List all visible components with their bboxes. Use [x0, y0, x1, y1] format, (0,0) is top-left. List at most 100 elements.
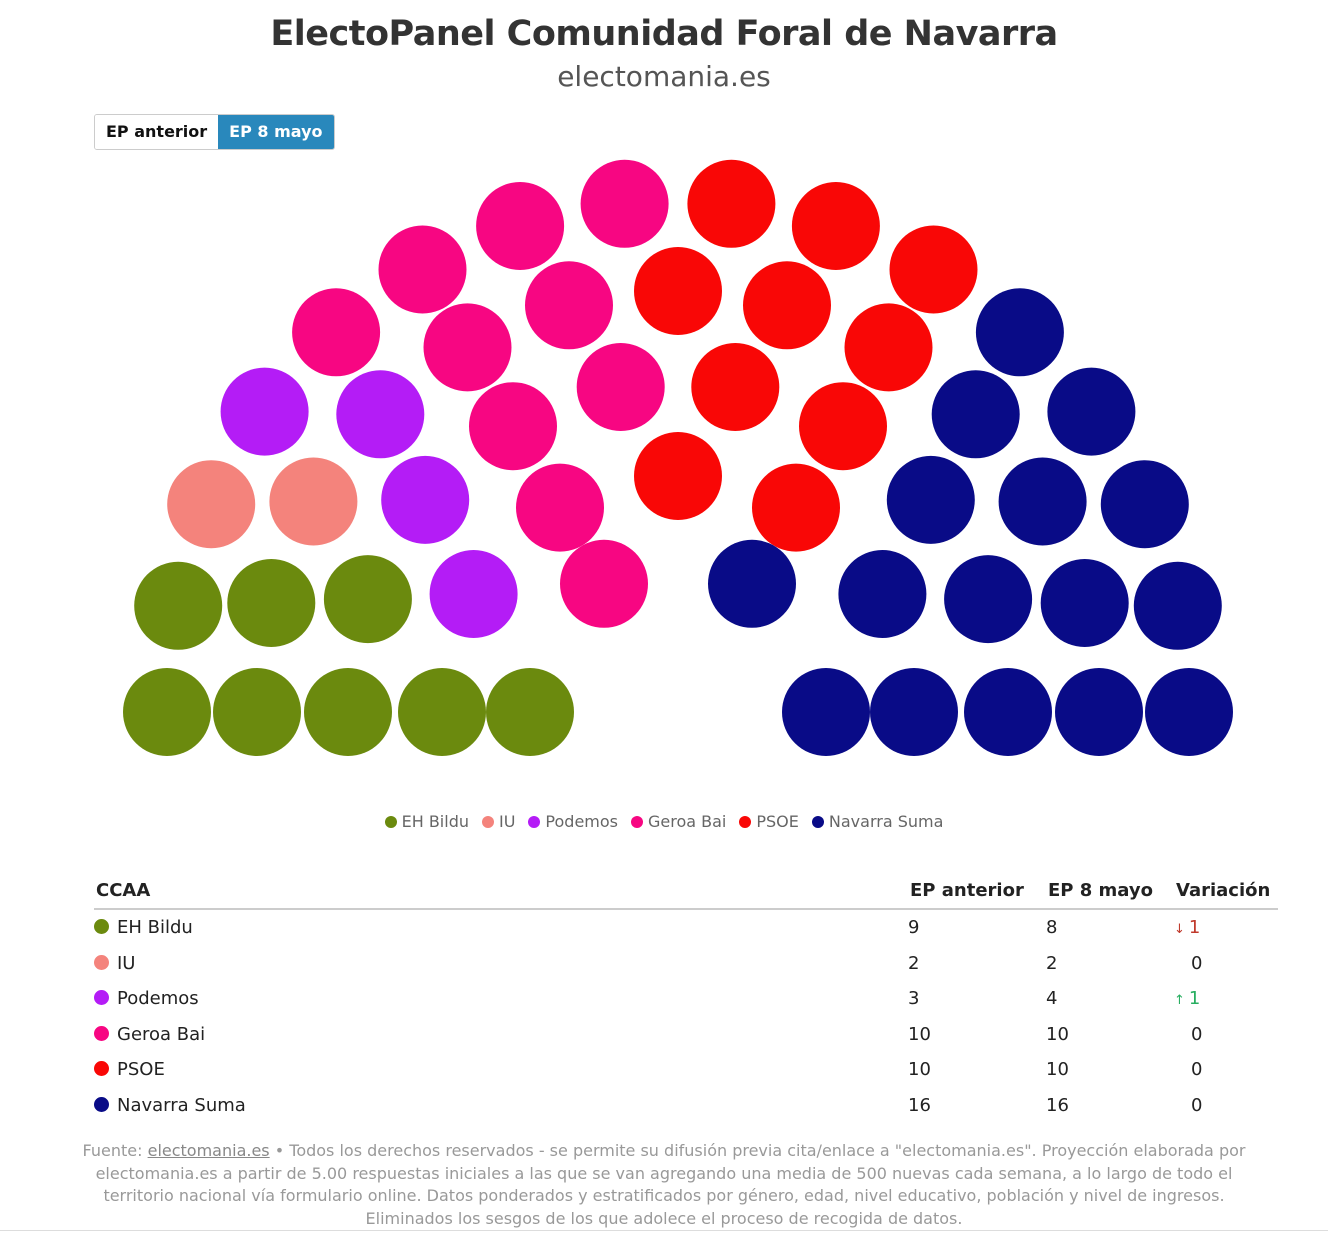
seat-variation: ↑ 1 [1174, 981, 1278, 1017]
seat-circle[interactable] [931, 370, 1020, 459]
seat-circle[interactable] [213, 668, 301, 756]
seat-circle[interactable] [964, 668, 1052, 756]
dataset-toggle[interactable]: EP anterior EP 8 mayo [94, 114, 335, 150]
seat-variation: 0 [1174, 1088, 1278, 1124]
legend-item[interactable]: IU [481, 812, 515, 831]
table-row: Navarra Suma 16 16 0 [94, 1088, 1278, 1124]
seat-variation: 0 [1174, 1052, 1278, 1088]
bottom-divider [0, 1230, 1328, 1231]
seat-circle[interactable] [381, 455, 470, 544]
chart-legend: EH Bildu IU Podemos Geroa Bai PSOE Navarra Su… [0, 812, 1328, 831]
seat-circle[interactable] [870, 668, 958, 756]
seat-circle[interactable] [791, 182, 880, 270]
prev-seats: 2 [908, 952, 920, 974]
curr-seats: 10 [1046, 1023, 1069, 1045]
toggle-ep-anterior[interactable]: EP anterior [95, 115, 219, 149]
legend-marker-icon [739, 815, 752, 828]
seat-circle[interactable] [889, 225, 978, 314]
legend-marker-icon [481, 815, 494, 828]
seat-circle[interactable] [227, 559, 316, 647]
seat-circle[interactable] [691, 343, 780, 431]
variation-value: 0 [1191, 1059, 1203, 1081]
seat-circle[interactable] [398, 668, 486, 756]
prev-seats: 10 [908, 1059, 931, 1081]
header-prev: EP anterior [908, 878, 1046, 910]
seat-circle[interactable] [580, 159, 669, 248]
seat-circle[interactable] [269, 457, 358, 546]
seat-variation: ↓ 1 [1174, 909, 1278, 946]
table-row: PSOE 10 10 0 [94, 1052, 1278, 1088]
seat-circle[interactable] [516, 463, 604, 552]
seat-circle[interactable] [1145, 668, 1233, 756]
legend-item[interactable]: Navarra Suma [811, 812, 943, 831]
footer-source-label: Fuente: [82, 1141, 143, 1160]
parliament-chart [123, 159, 1233, 756]
seat-circle[interactable] [134, 561, 223, 650]
legend-marker-icon [811, 815, 824, 828]
legend-label: Geroa Bai [648, 812, 727, 831]
party-cell: EH Bildu [94, 909, 908, 946]
seat-circle[interactable] [782, 668, 870, 756]
curr-seats: 16 [1046, 1094, 1069, 1116]
seat-circle[interactable] [634, 247, 722, 335]
party-name: Podemos [117, 988, 199, 1010]
toggle-ep-8-mayo[interactable]: EP 8 mayo [218, 115, 334, 149]
seat-circle[interactable] [123, 668, 211, 756]
seat-circle[interactable] [838, 550, 927, 638]
party-cell: PSOE [94, 1052, 908, 1088]
legend-marker-icon [384, 815, 397, 828]
variation-value: 1 [1188, 917, 1201, 939]
prev-seats: 10 [908, 1023, 931, 1045]
seat-circle[interactable] [304, 668, 392, 756]
table-row: IU 2 2 0 [94, 946, 1278, 982]
legend-marker-icon [528, 815, 541, 828]
seat-circle[interactable] [423, 303, 512, 392]
seat-circle[interactable] [799, 382, 887, 471]
seat-circle[interactable] [476, 182, 565, 270]
party-name: Geroa Bai [117, 1023, 206, 1045]
seat-circle[interactable] [998, 457, 1087, 546]
header-curr: EP 8 mayo [1046, 878, 1174, 910]
party-cell: IU [94, 946, 908, 982]
seat-circle[interactable] [1133, 561, 1222, 650]
legend-item[interactable]: Podemos [528, 812, 618, 831]
seat-circle[interactable] [220, 367, 309, 456]
party-name: EH Bildu [117, 917, 193, 939]
header-party: CCAA [94, 878, 908, 910]
footer-source-link[interactable]: electomania.es [147, 1141, 270, 1160]
seat-variation: 0 [1174, 1017, 1278, 1053]
seat-circle[interactable] [576, 343, 665, 431]
seat-circle[interactable] [292, 288, 381, 377]
curr-seats: 2 [1046, 952, 1058, 974]
seat-circle[interactable] [486, 668, 574, 756]
seat-circle[interactable] [1100, 460, 1189, 549]
legend-item[interactable]: Geroa Bai [631, 812, 726, 831]
seat-circle[interactable] [886, 455, 975, 544]
seat-circle[interactable] [525, 261, 613, 350]
seat-circle[interactable] [634, 432, 722, 520]
variation-value: 1 [1188, 988, 1201, 1010]
seat-circle[interactable] [469, 382, 557, 471]
seat-circle[interactable] [1040, 559, 1129, 647]
seat-circle[interactable] [944, 555, 1033, 644]
seat-circle[interactable] [743, 261, 831, 350]
seat-circle[interactable] [708, 539, 796, 628]
seat-circle[interactable] [844, 303, 933, 392]
seat-circle[interactable] [1047, 367, 1136, 456]
legend-item[interactable]: PSOE [739, 812, 799, 831]
seat-circle[interactable] [378, 225, 467, 314]
seat-circle[interactable] [336, 370, 425, 459]
seat-variation: 0 [1174, 946, 1278, 982]
seat-circle[interactable] [323, 555, 412, 644]
seat-circle[interactable] [560, 539, 648, 628]
seat-circle[interactable] [429, 550, 518, 638]
seat-circle[interactable] [1055, 668, 1143, 756]
party-color-icon [94, 919, 109, 935]
table-row: Podemos 3 4 ↑ 1 [94, 981, 1278, 1017]
seat-circle[interactable] [752, 463, 840, 552]
seat-circle[interactable] [167, 460, 256, 549]
seat-circle[interactable] [975, 288, 1064, 377]
legend-label: Podemos [545, 812, 618, 831]
legend-item[interactable]: EH Bildu [384, 812, 469, 831]
seat-circle[interactable] [687, 159, 776, 248]
